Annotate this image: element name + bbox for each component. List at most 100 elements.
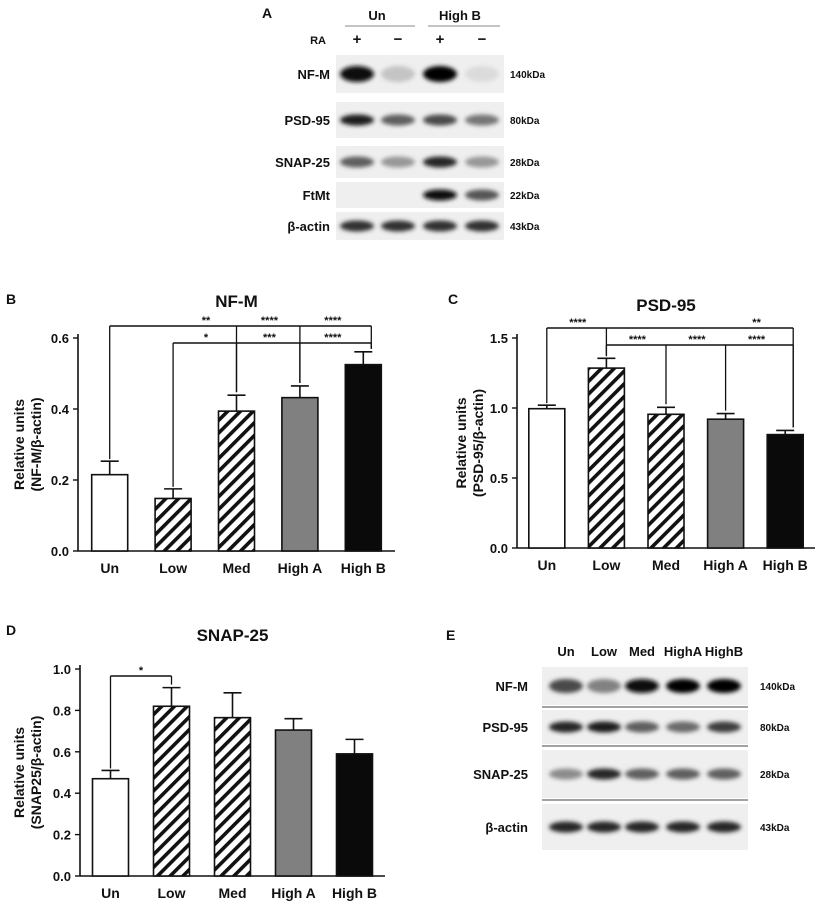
ra-sign: + xyxy=(353,31,362,48)
x-tick-label: High A xyxy=(703,557,748,573)
x-tick-label: Med xyxy=(219,885,247,901)
band xyxy=(423,66,457,82)
kda-label: 80kDa xyxy=(760,723,790,734)
bar xyxy=(527,407,566,549)
lane-label: Un xyxy=(557,644,574,659)
x-tick-label: High A xyxy=(271,885,316,901)
y-axis-label: (NF-M/β-actin) xyxy=(28,397,44,491)
band xyxy=(549,821,583,833)
y-tick-label: 0.6 xyxy=(51,331,69,346)
panel-label-e: E xyxy=(446,627,455,643)
band xyxy=(423,189,457,201)
significance-label: **** xyxy=(629,334,647,346)
protein-label: β-actin xyxy=(485,820,528,835)
blot-row xyxy=(336,55,504,93)
bar xyxy=(90,473,129,552)
chart-title: NF-M xyxy=(215,292,257,311)
lane-label: HighB xyxy=(705,644,743,659)
bar xyxy=(152,705,191,877)
y-tick-label: 0.0 xyxy=(51,544,69,559)
x-tick-label: Low xyxy=(158,885,186,901)
x-tick-label: Un xyxy=(101,885,120,901)
x-tick-label: High B xyxy=(763,557,808,573)
band xyxy=(625,721,659,733)
significance-bracket: * xyxy=(109,665,173,769)
band xyxy=(549,721,583,733)
band xyxy=(707,821,741,833)
y-tick-label: 0.4 xyxy=(53,786,72,801)
chart-title: SNAP-25 xyxy=(197,626,269,645)
y-axis-label: Relative units xyxy=(11,399,27,490)
significance-label: **** xyxy=(569,317,587,329)
bar xyxy=(587,367,626,549)
kda-label: 28kDa xyxy=(510,158,540,169)
chart-b: NF-M Relative units (NF-M/β-actin) 0.0 0.2 0.… xyxy=(11,292,395,576)
panel-label-b: B xyxy=(6,291,16,307)
y-tick-label: 1.5 xyxy=(490,331,508,346)
blot-row xyxy=(336,212,504,240)
band xyxy=(423,220,457,232)
x-tick-label: Un xyxy=(100,560,119,576)
band xyxy=(587,768,621,780)
ra-sign: − xyxy=(478,31,487,48)
chart-d: SNAP-25 Relative units (SNAP25/β-actin) 0.0… xyxy=(11,626,385,901)
band xyxy=(549,768,583,780)
blot-panel-a: Un High B RA + − + − NF-M 140kDa PSD-95 80kDa SNAP-… xyxy=(275,8,545,240)
band xyxy=(549,679,583,693)
y-tick-label: 0.2 xyxy=(53,828,71,843)
ra-sign: − xyxy=(394,31,403,48)
lane-label: Low xyxy=(591,644,618,659)
blot-row xyxy=(542,750,748,798)
significance-label: * xyxy=(204,332,209,344)
blot-row xyxy=(336,146,504,178)
protein-label: β-actin xyxy=(287,219,330,234)
bar xyxy=(217,410,256,552)
blot-row xyxy=(542,804,748,850)
x-tick-label: Low xyxy=(159,560,187,576)
band xyxy=(625,821,659,833)
lane-label: HighA xyxy=(664,644,703,659)
y-tick-label: 0.6 xyxy=(53,745,71,760)
kda-label: 43kDa xyxy=(510,222,540,233)
band xyxy=(340,66,374,82)
x-tick-label: High A xyxy=(278,560,323,576)
kda-label: 140kDa xyxy=(510,70,545,81)
band xyxy=(465,220,499,232)
bar xyxy=(154,497,192,552)
band xyxy=(381,66,415,82)
bar xyxy=(213,716,252,877)
chart-title: PSD-95 xyxy=(636,296,696,315)
significance-label: ** xyxy=(202,315,211,327)
significance-label: * xyxy=(139,665,144,677)
western-blots: Un High B RA + − + − NF-M 140kDa PSD-95 80kDa SNAP-… xyxy=(275,8,795,850)
blot-row xyxy=(542,667,748,705)
panel-label-d: D xyxy=(6,622,16,638)
significance-label: ** xyxy=(752,317,761,329)
significance-bracket: * *** **** xyxy=(172,332,372,487)
protein-label: PSD-95 xyxy=(482,720,528,735)
protein-label: SNAP-25 xyxy=(275,155,330,170)
y-axis-label: (SNAP25/β-actin) xyxy=(28,716,44,830)
y-axis-label: Relative units xyxy=(11,727,27,818)
band xyxy=(465,114,499,126)
band xyxy=(666,768,700,780)
y-tick-label: 1.0 xyxy=(53,662,71,677)
band xyxy=(625,768,659,780)
panel-label-a: A xyxy=(262,5,272,21)
band xyxy=(340,220,374,232)
band xyxy=(587,679,621,693)
significance-label: **** xyxy=(688,334,706,346)
band xyxy=(465,189,499,201)
kda-label: 43kDa xyxy=(760,823,790,834)
bar xyxy=(274,729,313,877)
band xyxy=(666,721,700,733)
band xyxy=(666,679,700,693)
band xyxy=(423,114,457,126)
ra-sign: + xyxy=(436,31,445,48)
group-label-high-b: High B xyxy=(439,8,481,23)
panel-label-c: C xyxy=(448,291,458,307)
bar xyxy=(91,777,130,877)
band xyxy=(707,721,741,733)
y-tick-label: 0.0 xyxy=(490,541,508,556)
